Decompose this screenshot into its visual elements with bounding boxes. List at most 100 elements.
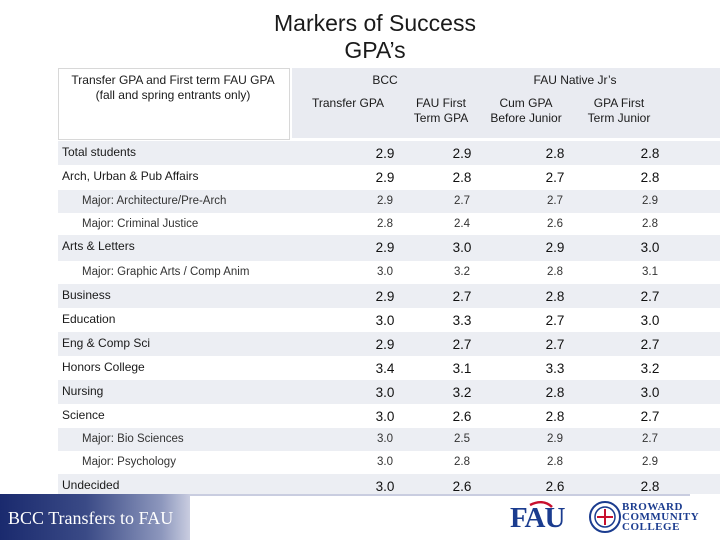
slide-title-line-2: GPA’s xyxy=(344,37,406,63)
gpa-value-cell: 2.8 xyxy=(545,146,565,161)
gpa-value-cell: 2.6 xyxy=(547,218,563,230)
table-row xyxy=(58,356,720,380)
gpa-value-cell: 2.7 xyxy=(545,313,565,328)
table-row xyxy=(58,380,720,404)
row-label: Undecided xyxy=(62,478,120,492)
header-left-label-2: (fall and spring entrants only) xyxy=(95,88,251,102)
gpa-value-cell: 3.0 xyxy=(640,313,660,328)
gpa-value-cell: 3.0 xyxy=(452,240,472,255)
row-label: Eng & Comp Sci xyxy=(62,336,151,350)
gpa-value-cell: 3.0 xyxy=(377,456,393,468)
table-row xyxy=(58,428,720,451)
gpa-value-cell: 3.0 xyxy=(375,409,395,424)
gpa-value-cell: 2.8 xyxy=(545,409,565,424)
gpa-value-cell: 3.0 xyxy=(375,479,395,494)
header-col-gpa-first-term-2: Term Junior xyxy=(587,111,651,125)
gpa-value-cell: 3.4 xyxy=(375,361,395,376)
gpa-value-cell: 2.7 xyxy=(452,289,472,304)
gpa-value-cell: 2.9 xyxy=(375,146,395,161)
gpa-value-cell: 2.6 xyxy=(452,479,472,494)
table-row xyxy=(58,451,720,474)
gpa-value-cell: 3.0 xyxy=(640,385,660,400)
gpa-value-cell: 2.7 xyxy=(642,433,658,445)
header-group-bcc: BCC xyxy=(372,73,398,87)
gpa-value-cell: 3.3 xyxy=(545,361,565,376)
bcc-logo-line-3: COLLEGE xyxy=(622,521,680,533)
row-label: Arch, Urban & Pub Affairs xyxy=(62,169,199,183)
table-row xyxy=(58,213,720,235)
gpa-value-cell: 2.9 xyxy=(642,195,658,207)
row-label: Total students xyxy=(62,145,137,159)
gpa-value-cell: 2.9 xyxy=(377,195,393,207)
header-col-cum-gpa-2: Before Junior xyxy=(490,111,562,125)
table-row xyxy=(58,284,720,308)
gpa-value-cell: 2.7 xyxy=(640,337,660,352)
gpa-value-cell: 3.3 xyxy=(452,313,472,328)
gpa-value-cell: 2.9 xyxy=(452,146,472,161)
table-row xyxy=(58,190,720,213)
header-col-gpa-first-term-1: GPA First xyxy=(593,96,645,110)
table-row xyxy=(58,474,720,494)
row-label: Education xyxy=(62,312,116,326)
gpa-value-cell: 2.7 xyxy=(547,195,563,207)
table-row xyxy=(58,261,720,284)
gpa-value-cell: 2.6 xyxy=(452,409,472,424)
gpa-value-cell: 3.0 xyxy=(377,433,393,445)
gpa-value-cell: 2.7 xyxy=(545,170,565,185)
gpa-value-cell: 3.2 xyxy=(640,361,660,376)
row-label: Major: Graphic Arts / Comp Anim xyxy=(82,266,250,278)
gpa-value-cell: 2.8 xyxy=(640,170,660,185)
gpa-value-cell: 2.9 xyxy=(375,240,395,255)
table-row xyxy=(58,235,720,261)
gpa-value-cell: 2.8 xyxy=(640,146,660,161)
footer-title: BCC Transfers to FAU xyxy=(8,508,174,528)
row-label: Science xyxy=(62,408,105,422)
gpa-value-cell: 2.8 xyxy=(545,385,565,400)
footer-bar xyxy=(0,494,190,540)
table-row xyxy=(58,404,720,428)
gpa-value-cell: 2.9 xyxy=(375,337,395,352)
gpa-value-cell: 2.8 xyxy=(640,479,660,494)
gpa-value-cell: 2.8 xyxy=(547,456,563,468)
header-right-band xyxy=(292,68,720,138)
gpa-value-cell: 2.7 xyxy=(452,337,472,352)
gpa-value-cell: 3.0 xyxy=(375,385,395,400)
row-label: Nursing xyxy=(62,384,104,398)
gpa-value-cell: 2.4 xyxy=(454,218,470,230)
gpa-value-cell: 2.7 xyxy=(454,195,470,207)
gpa-value-cell: 2.9 xyxy=(375,289,395,304)
gpa-value-cell: 2.7 xyxy=(640,409,660,424)
header-col-cum-gpa-1: Cum GPA xyxy=(499,96,553,110)
table-row xyxy=(58,141,720,165)
row-label: Arts & Letters xyxy=(62,239,135,253)
gpa-value-cell: 2.9 xyxy=(375,170,395,185)
gpa-value-cell: 3.1 xyxy=(452,361,472,376)
row-label: Major: Psychology xyxy=(82,456,176,468)
bcc-logo-line-1: BROWARD xyxy=(622,501,683,513)
row-label: Major: Architecture/Pre-Arch xyxy=(82,195,227,207)
table-row xyxy=(58,308,720,332)
header-left-box xyxy=(58,68,290,140)
slide-title-line-1: Markers of Success xyxy=(274,10,476,36)
gpa-value-cell: 3.0 xyxy=(375,313,395,328)
bcc-logo-emblem xyxy=(589,501,621,533)
gpa-value-cell: 2.8 xyxy=(454,456,470,468)
gpa-value-cell: 2.9 xyxy=(547,433,563,445)
gpa-value-cell: 2.8 xyxy=(642,218,658,230)
fau-logo-text: FAU xyxy=(510,502,566,533)
gpa-value-cell: 3.2 xyxy=(452,385,472,400)
header-col-fau-first-term-1: FAU First xyxy=(416,96,466,110)
header-group-fau: FAU Native Jr’s xyxy=(533,73,617,87)
gpa-value-cell: 2.8 xyxy=(545,289,565,304)
table-row xyxy=(58,332,720,356)
header-col-fau-first-term-2: Term GPA xyxy=(413,111,469,125)
gpa-value-cell: 2.6 xyxy=(545,479,565,494)
gpa-value-cell: 2.7 xyxy=(545,337,565,352)
table-row xyxy=(58,165,720,190)
gpa-value-cell: 3.0 xyxy=(640,240,660,255)
gpa-value-cell: 2.8 xyxy=(377,218,393,230)
gpa-value-cell: 3.0 xyxy=(377,266,393,278)
row-label: Major: Criminal Justice xyxy=(82,218,199,230)
gpa-value-cell: 2.7 xyxy=(640,289,660,304)
footer-divider xyxy=(190,494,690,496)
